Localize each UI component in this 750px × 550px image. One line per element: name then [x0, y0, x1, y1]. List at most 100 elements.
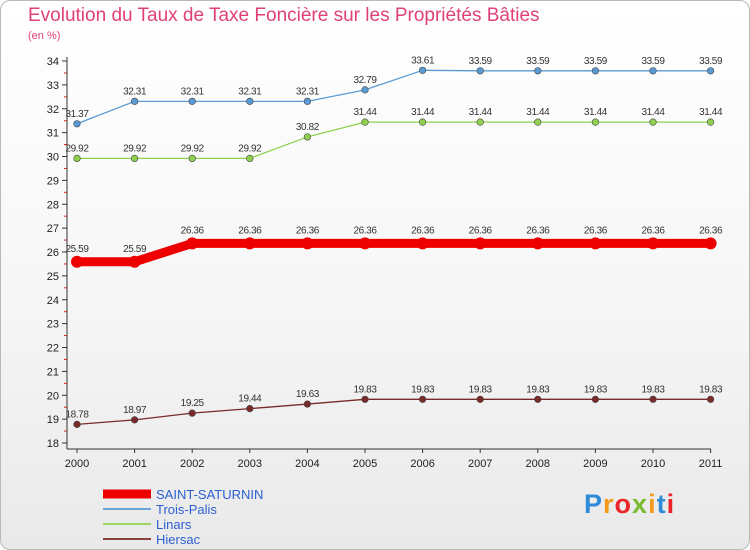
data-label: 33.59 [641, 56, 665, 67]
data-label: 29.92 [181, 143, 205, 154]
data-label: 26.36 [238, 225, 262, 236]
y-tick-label: 30 [47, 152, 59, 164]
data-label: 33.59 [469, 56, 493, 67]
axes: 18 19 20 21 22 23 24 25 26 27 28 29 30 31 32 33 34 2000 20… [47, 56, 723, 470]
brand-letter: x [632, 489, 649, 519]
data-point [246, 154, 254, 163]
data-label: 31.44 [526, 107, 550, 118]
series-line [76, 121, 712, 160]
data-label: 18.78 [65, 409, 89, 420]
x-tick-label: 2001 [122, 458, 146, 470]
data-label: 25.59 [65, 244, 89, 255]
legend-label: Trois-Palis [156, 502, 217, 517]
data-point [419, 395, 427, 403]
data-label: 19.83 [584, 384, 608, 395]
x-tick-label: 2005 [353, 458, 377, 470]
data-point [128, 255, 141, 268]
data-point [416, 237, 429, 250]
x-tick-label: 2004 [295, 458, 319, 470]
data-point [534, 118, 542, 126]
chart-title: Evolution du Taux de Taxe Foncière sur l… [28, 5, 540, 26]
data-point [534, 395, 542, 403]
brand-letter: i [666, 489, 676, 519]
data-label: 19.83 [411, 384, 435, 395]
y-tick-label: 27 [47, 223, 59, 235]
y-tick-label: 26 [47, 247, 59, 259]
data-point [246, 405, 254, 413]
y-tick-label: 32 [47, 104, 59, 116]
data-label: 26.36 [296, 225, 320, 236]
x-tick-label: 2009 [583, 458, 607, 470]
x-tick-label: 2007 [468, 458, 492, 470]
data-point [188, 97, 196, 105]
y-tick-label: 29 [47, 175, 59, 187]
data-point [704, 237, 717, 250]
data-label: 19.83 [699, 384, 723, 395]
data-point [73, 154, 81, 163]
data-label: 19.63 [296, 389, 320, 400]
data-point [243, 237, 256, 250]
chart-subtitle: (en %) [28, 30, 61, 42]
legend-label: Linars [156, 517, 192, 532]
data-label: 26.36 [584, 225, 608, 236]
data-label: 32.31 [181, 86, 205, 97]
x-tick-label: 2010 [641, 458, 665, 470]
data-point [246, 97, 254, 105]
data-label: 30.82 [296, 122, 320, 133]
y-tick-label: 19 [47, 414, 59, 426]
data-point [73, 120, 81, 128]
series-trois-palis: 31.37 32.31 32.31 32.31 32.31 32.79 33.61 33.59… [65, 55, 723, 128]
data-label: 26.36 [181, 225, 205, 236]
data-label: 19.83 [353, 384, 377, 395]
data-label: 18.97 [123, 405, 147, 416]
data-point [359, 237, 371, 250]
data-label: 31.44 [699, 107, 723, 118]
series-saint-saturnin: 25.59 25.59 26.36 26.36 26.36 26.36 26.36 26.36… [65, 225, 723, 268]
y-tick-label: 28 [47, 199, 59, 211]
x-tick-label: 2011 [699, 458, 723, 470]
data-point [188, 154, 196, 163]
data-point [361, 86, 369, 94]
data-point [474, 237, 487, 250]
data-point [301, 237, 314, 250]
data-point [589, 237, 602, 250]
data-label: 26.36 [353, 225, 377, 236]
data-point [361, 118, 369, 126]
data-label: 19.83 [469, 384, 493, 395]
y-tick-label: 25 [47, 271, 59, 283]
data-label: 33.59 [526, 56, 550, 67]
series-line [76, 398, 712, 426]
data-point [649, 67, 657, 75]
legend-label: SAINT-SATURNIN [156, 487, 263, 502]
y-tick-label: 23 [47, 319, 59, 331]
data-label: 26.36 [641, 225, 665, 236]
data-label: 19.83 [526, 384, 550, 395]
brand-letter: P [584, 489, 604, 519]
data-label: 31.37 [65, 109, 89, 120]
data-label: 26.36 [699, 225, 723, 236]
data-point [706, 67, 715, 75]
data-point [706, 395, 715, 403]
x-tick-label: 2000 [65, 458, 89, 470]
data-point [361, 395, 369, 403]
legend-label: Hiersac [156, 532, 201, 547]
data-label: 26.36 [526, 225, 550, 236]
data-point [706, 118, 715, 126]
data-label: 32.79 [353, 75, 377, 86]
data-point [188, 409, 196, 417]
y-tick-label: 31 [47, 128, 59, 140]
y-tick-label: 21 [47, 366, 59, 378]
data-label: 33.61 [411, 55, 435, 66]
data-label: 32.31 [123, 86, 147, 97]
data-point [649, 395, 657, 403]
data-label: 29.92 [123, 143, 147, 154]
series-hiersac: 18.78 18.97 19.25 19.44 19.63 19.83 19.83 19.83… [65, 384, 723, 428]
series-line [72, 238, 716, 267]
data-point [303, 133, 312, 141]
data-label: 31.44 [353, 107, 377, 118]
data-label: 31.44 [469, 107, 493, 118]
data-point [131, 416, 139, 424]
data-point [71, 255, 83, 268]
